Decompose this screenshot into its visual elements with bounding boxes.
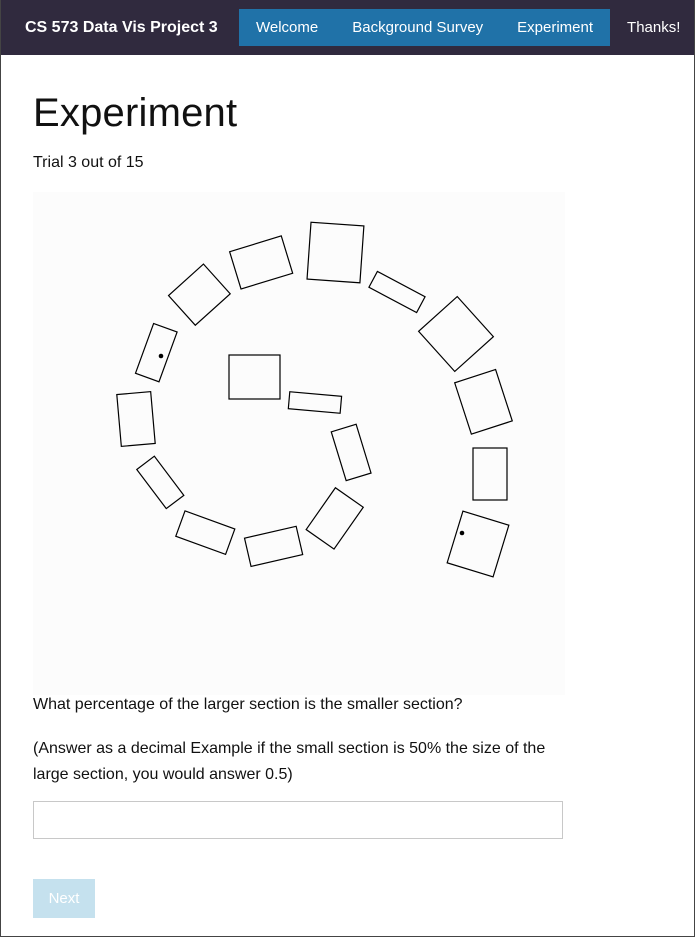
spiral-rect	[243, 525, 304, 568]
spiral-rect	[368, 270, 426, 314]
spiral-rect	[175, 510, 236, 556]
spiral-rect	[287, 391, 343, 414]
brand-title[interactable]: CS 573 Data Vis Project 3	[25, 19, 218, 36]
spiral-rect	[417, 295, 495, 373]
stimulus-area	[33, 192, 565, 695]
tab-background-survey[interactable]: Background Survey	[335, 9, 501, 46]
marker-dot	[158, 353, 164, 359]
question-prompt: What percentage of the larger section is…	[33, 696, 463, 713]
spiral-rect	[305, 486, 365, 550]
tab-welcome[interactable]: Welcome	[239, 9, 336, 46]
answer-input[interactable]	[33, 801, 563, 839]
tab-thanks[interactable]: Thanks!	[627, 19, 681, 36]
spiral-rect	[134, 322, 178, 383]
page-title: Experiment	[33, 91, 238, 135]
spiral-rect	[167, 263, 232, 327]
spiral-rect	[330, 423, 372, 482]
spiral-rectangles-figure	[116, 221, 514, 578]
marker-dot	[459, 530, 465, 536]
navbar: CS 573 Data Vis Project 3 Welcome Backgr…	[1, 0, 694, 55]
next-button[interactable]: Next	[33, 879, 95, 918]
spiral-rect	[472, 447, 508, 501]
nav-tabs: Welcome Background Survey Experiment Tha…	[239, 9, 695, 46]
spiral-rect	[228, 235, 294, 290]
trial-counter: Trial 3 out of 15	[33, 154, 144, 171]
spiral-rect	[306, 221, 365, 284]
spiral-rect	[135, 455, 185, 510]
answer-hint: (Answer as a decimal Example if the smal…	[33, 740, 546, 783]
spiral-rect	[446, 510, 510, 578]
tab-experiment[interactable]: Experiment	[500, 9, 611, 46]
spiral-rect	[116, 390, 156, 448]
spiral-rect	[228, 354, 281, 400]
spiral-rect	[453, 368, 514, 435]
